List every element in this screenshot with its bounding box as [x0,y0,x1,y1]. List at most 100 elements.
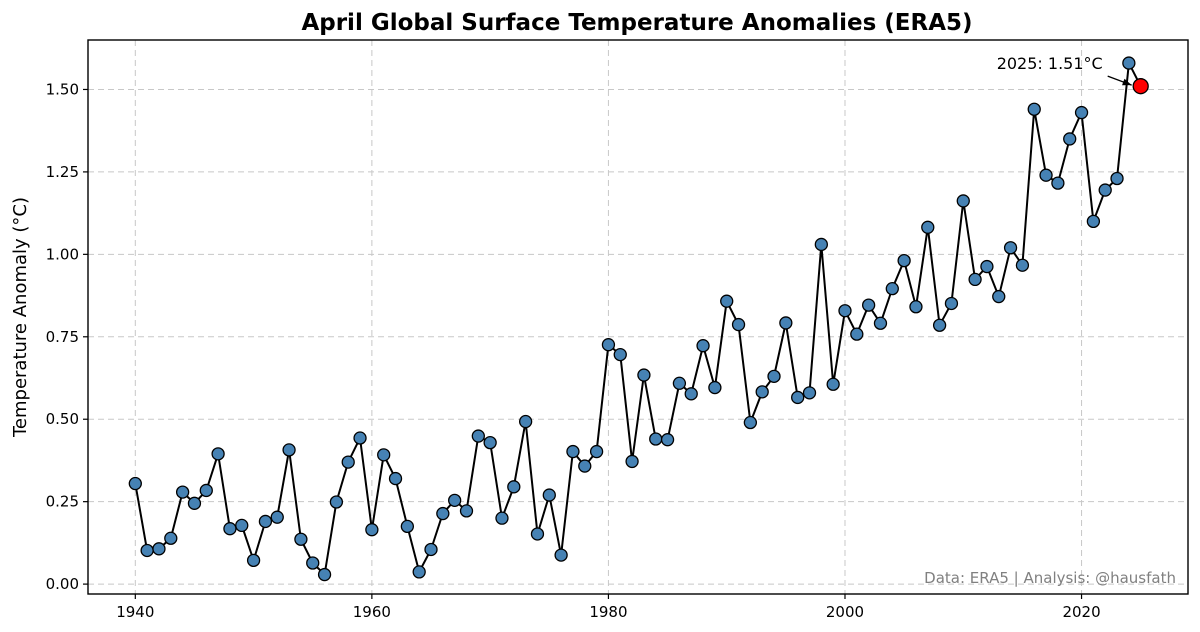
data-point [885,281,899,296]
data-point [495,511,509,525]
data-point [187,496,202,510]
data-point [353,431,367,445]
data-point [199,483,213,498]
data-point [258,514,273,529]
data-point [850,327,864,341]
data-point [672,376,687,390]
data-point [601,338,616,352]
data-point [448,493,462,507]
y-tick-label: 0.25 [46,493,79,511]
data-point [826,377,840,391]
y-tick-label: 0.00 [46,575,79,593]
data-point [175,485,190,499]
x-tick-label: 2020 [1062,603,1100,621]
data-point [518,414,533,429]
data-point [152,542,166,556]
x-tick-label: 1960 [353,603,391,621]
data-point [388,471,403,486]
data-point [436,506,450,521]
annotation-arrowhead [1122,78,1132,86]
data-point [235,518,249,533]
data-point [554,548,568,562]
chart-title: April Global Surface Temperature Anomali… [301,10,972,36]
data-point [909,300,923,314]
data-point [921,220,935,234]
y-tick-label: 1.00 [46,245,79,263]
data-point [980,259,994,274]
data-point [660,433,675,447]
data-point [294,532,308,546]
data-point [838,304,852,318]
data-point [1063,132,1077,146]
data-point [956,194,970,208]
data-point [483,435,497,450]
data-point [637,368,651,382]
data-point [317,567,332,582]
data-point [589,444,604,459]
data-point [282,443,296,457]
grid [88,40,1188,594]
data-point [377,448,391,462]
y-tick-label: 1.50 [46,80,79,98]
y-axis-label: Temperature Anomaly (°C) [10,197,31,438]
data-point [1027,102,1041,116]
annotation-label: 2025: 1.51°C [997,54,1103,73]
data-point [471,429,485,443]
axis-ticks: 1940 1960 1980 2000 2020 0.00 0.25 0.50 0.75 1.00… [46,80,1101,621]
data-point [767,369,781,384]
data-point [1086,214,1101,229]
data-point [861,298,876,312]
data-point [223,522,237,536]
data-point [578,459,592,473]
data-point [755,385,769,399]
data-point [968,272,982,287]
data-point [1003,241,1018,255]
data-point [211,447,225,461]
x-tick-label: 1980 [589,603,627,621]
plot-frame [87,39,1189,595]
data-point [897,253,911,268]
data-point [944,296,959,311]
data-point [708,380,722,395]
data-point [412,565,426,579]
data-point [873,316,888,330]
data-point [696,339,710,353]
data-point [306,556,320,570]
x-tick-label: 1940 [116,603,154,621]
series-line [134,59,1142,577]
y-tick-label: 0.75 [46,328,79,346]
data-point [649,432,663,446]
data-point [802,386,817,400]
data-point [164,531,178,545]
x-tick-label: 2000 [826,603,864,621]
data-point [530,527,545,541]
data-point [731,317,746,332]
data-point [779,316,793,330]
data-point [625,454,639,469]
data-point [365,523,379,537]
data-points [128,56,1136,582]
data-point [720,294,734,308]
credit-text: Data: ERA5 | Analysis: @hausfath [924,569,1176,587]
data-point [270,510,284,524]
data-point [1039,168,1053,182]
data-point [932,318,947,332]
data-point [684,387,698,401]
y-tick-label: 0.50 [46,410,79,428]
data-point [341,455,355,469]
data-point [459,504,474,518]
data-point [400,519,415,534]
data-point [814,237,828,252]
data-point [1051,176,1065,190]
highlight-point-2025 [1132,78,1149,95]
data-point [791,390,805,405]
data-point [424,542,438,557]
data-point [140,543,154,558]
data-point [992,289,1006,304]
data-point [1110,171,1124,186]
y-tick-label: 1.25 [46,163,79,181]
data-point [542,488,556,502]
data-point [1015,258,1030,272]
data-point [128,476,142,491]
